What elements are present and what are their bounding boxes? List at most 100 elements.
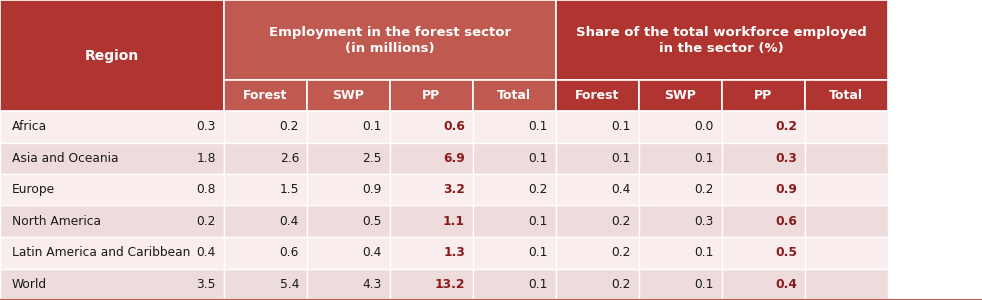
Text: Forest: Forest xyxy=(244,89,288,102)
Bar xyxy=(0,299,982,300)
Text: 0.4: 0.4 xyxy=(362,246,382,259)
Bar xyxy=(556,237,638,268)
Bar xyxy=(390,174,473,206)
Text: 0.4: 0.4 xyxy=(280,215,299,228)
Text: World: World xyxy=(12,278,47,291)
Bar xyxy=(805,237,888,268)
Text: 0.4: 0.4 xyxy=(196,246,216,259)
Text: 0.2: 0.2 xyxy=(612,215,630,228)
Text: 0.2: 0.2 xyxy=(775,120,797,133)
Text: Total: Total xyxy=(829,89,863,102)
Text: 0.6: 0.6 xyxy=(443,120,465,133)
Bar xyxy=(556,80,638,111)
Bar xyxy=(306,111,390,142)
Text: Forest: Forest xyxy=(575,89,620,102)
Bar xyxy=(556,174,638,206)
Bar xyxy=(390,206,473,237)
Text: 0.3: 0.3 xyxy=(196,120,216,133)
Bar xyxy=(224,237,306,268)
Text: 0.1: 0.1 xyxy=(694,278,714,291)
Bar xyxy=(224,80,306,111)
Text: 0.5: 0.5 xyxy=(362,215,382,228)
Bar xyxy=(390,142,473,174)
Bar xyxy=(556,268,638,300)
Bar xyxy=(0,174,224,206)
Text: 3.2: 3.2 xyxy=(443,183,465,196)
Text: 5.4: 5.4 xyxy=(280,278,299,291)
Bar xyxy=(473,142,556,174)
Text: 0.1: 0.1 xyxy=(528,278,548,291)
Bar xyxy=(306,206,390,237)
Bar xyxy=(722,111,805,142)
Text: 0.1: 0.1 xyxy=(694,152,714,165)
Bar xyxy=(556,206,638,237)
Text: 0.4: 0.4 xyxy=(612,183,630,196)
Bar xyxy=(473,111,556,142)
Text: 0.1: 0.1 xyxy=(528,215,548,228)
Text: Share of the total workforce employed
in the sector (%): Share of the total workforce employed in… xyxy=(576,26,867,55)
Bar xyxy=(306,142,390,174)
Bar xyxy=(638,142,722,174)
Text: 2.5: 2.5 xyxy=(362,152,382,165)
Text: SWP: SWP xyxy=(665,89,696,102)
Text: Europe: Europe xyxy=(12,183,55,196)
Bar xyxy=(306,237,390,268)
Bar xyxy=(722,206,805,237)
Text: PP: PP xyxy=(422,89,441,102)
Bar xyxy=(556,111,638,142)
Text: Employment in the forest sector
(in millions): Employment in the forest sector (in mill… xyxy=(269,26,511,55)
Bar xyxy=(473,206,556,237)
Text: 1.1: 1.1 xyxy=(443,215,465,228)
Bar xyxy=(722,142,805,174)
Bar xyxy=(0,0,224,111)
Text: 0.1: 0.1 xyxy=(362,120,382,133)
Text: 6.9: 6.9 xyxy=(443,152,465,165)
Bar xyxy=(224,206,306,237)
Bar xyxy=(805,206,888,237)
Bar xyxy=(224,142,306,174)
Bar xyxy=(224,111,306,142)
Text: 1.8: 1.8 xyxy=(196,152,216,165)
Bar xyxy=(722,268,805,300)
Text: 0.9: 0.9 xyxy=(362,183,382,196)
Bar xyxy=(638,268,722,300)
Bar xyxy=(306,80,390,111)
Text: 0.2: 0.2 xyxy=(694,183,714,196)
Text: 0.2: 0.2 xyxy=(196,215,216,228)
Bar xyxy=(638,111,722,142)
Text: 0.5: 0.5 xyxy=(775,246,797,259)
Bar xyxy=(638,80,722,111)
Text: 0.2: 0.2 xyxy=(612,246,630,259)
Text: Region: Region xyxy=(84,49,139,62)
Text: Latin America and Caribbean: Latin America and Caribbean xyxy=(12,246,191,259)
Text: 0.4: 0.4 xyxy=(775,278,797,291)
Text: 0.8: 0.8 xyxy=(196,183,216,196)
Text: 0.3: 0.3 xyxy=(694,215,714,228)
Bar xyxy=(224,174,306,206)
Bar xyxy=(224,268,306,300)
Bar xyxy=(0,111,224,142)
Bar xyxy=(473,268,556,300)
Bar xyxy=(306,268,390,300)
Text: 0.1: 0.1 xyxy=(612,152,630,165)
Text: SWP: SWP xyxy=(333,89,364,102)
Text: 0.1: 0.1 xyxy=(528,246,548,259)
Bar xyxy=(805,174,888,206)
Text: Africa: Africa xyxy=(12,120,47,133)
Text: 3.5: 3.5 xyxy=(196,278,216,291)
Bar xyxy=(390,237,473,268)
Bar xyxy=(722,80,805,111)
Text: 0.2: 0.2 xyxy=(528,183,548,196)
Bar xyxy=(638,237,722,268)
Bar xyxy=(556,142,638,174)
Bar xyxy=(722,237,805,268)
Text: 0.1: 0.1 xyxy=(528,120,548,133)
Text: PP: PP xyxy=(754,89,773,102)
Bar xyxy=(0,206,224,237)
Text: Total: Total xyxy=(497,89,531,102)
Text: 0.9: 0.9 xyxy=(775,183,797,196)
Bar xyxy=(805,80,888,111)
Text: 0.2: 0.2 xyxy=(280,120,299,133)
Bar xyxy=(556,0,888,80)
Bar xyxy=(473,80,556,111)
